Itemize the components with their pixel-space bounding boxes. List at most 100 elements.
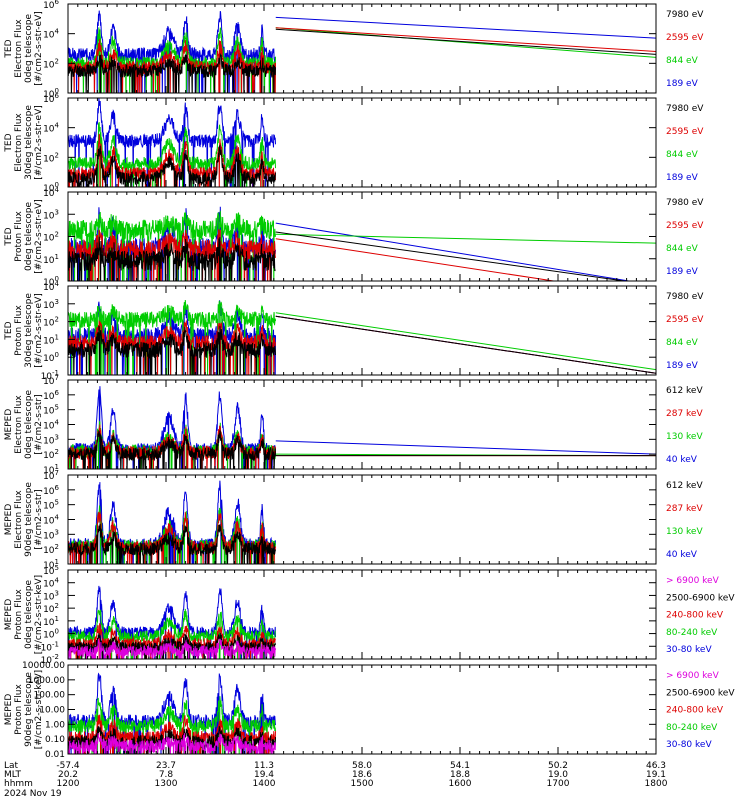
y-axis-label-line: [#/cm2-s-str-keV] (34, 575, 44, 654)
footer-mlt-value: 20.2 (58, 770, 78, 780)
y-tick-label: 101 (43, 333, 59, 346)
legend-entry: 189 eV (666, 361, 699, 371)
series-extension-2595-ev (275, 238, 557, 281)
footer-mlt-value: 19.1 (646, 770, 666, 780)
footer-hhmm-value: 1800 (645, 779, 668, 789)
series-line-2500-6900-kev (68, 632, 276, 659)
series-line-30-80-kev (68, 672, 276, 754)
series-extension-7980-ev (275, 315, 656, 374)
series-line-7980-ev (68, 52, 276, 93)
footer-mlt-value: 19.4 (254, 770, 274, 780)
series-line-40-kev (68, 386, 276, 469)
y-axis-label-line: 0deg telescope (24, 202, 34, 272)
y-tick-label: 104 (43, 419, 59, 432)
y-axis-label-line: 90deg telescope (24, 482, 34, 557)
y-tick-label: 101 (43, 615, 59, 628)
y-tick-label: 102 (43, 57, 59, 70)
legend-entry: 287 keV (666, 409, 703, 419)
footer-lat-value: 50.2 (548, 761, 568, 771)
y-tick-label: 102 (43, 151, 59, 164)
legend-entry: 7980 eV (666, 198, 704, 208)
y-axis-label-line: TED (4, 227, 14, 246)
footer-lat-value: 54.1 (450, 761, 470, 771)
y-tick-label: 102 (43, 316, 59, 329)
legend-entry: 189 eV (666, 79, 699, 89)
legend-entry: 844 eV (666, 150, 699, 160)
y-axis-label-line: Electron Flux (14, 395, 24, 454)
legend-entry: 7980 eV (666, 292, 704, 302)
series-line-7980-ev (68, 144, 276, 187)
series-extension-7980-ev (275, 231, 628, 281)
series-extension-40-kev (275, 440, 656, 455)
y-tick-label: 105 (43, 404, 59, 417)
y-axis-label-line: TED (4, 321, 14, 340)
y-tick-label: 100 (43, 351, 59, 364)
footer-hhmm-value: 1300 (155, 779, 178, 789)
series-line-844-ev (68, 210, 276, 281)
y-tick-label: 10000.00 (22, 661, 65, 671)
legend-entry: 40 keV (666, 550, 698, 560)
y-axis-label-line: Proton Flux (14, 211, 24, 262)
y-tick-label: 104 (43, 122, 59, 135)
y-tick-label: 106 (43, 389, 59, 402)
y-axis-label-line: [#/cm2-s-str] (34, 394, 44, 454)
legend-entry: 189 eV (666, 173, 699, 183)
y-axis-label-line: MEPED (4, 694, 14, 726)
legend-entry: 2595 eV (666, 315, 704, 325)
y-tick-label: 102 (43, 602, 59, 615)
y-axis-label: TED Electron Flux 0deg telescope [#/cm2-s-s… (4, 11, 44, 86)
y-axis-label-line: [#/cm2-s-str-keV] (34, 670, 44, 749)
series-line-612-kev (68, 430, 276, 469)
legend-entry: 189 eV (666, 267, 699, 277)
legend-entry: > 6900 keV (666, 576, 720, 586)
series-extension-2595-ev (275, 27, 656, 52)
footer-lat-value: 58.0 (352, 761, 372, 771)
legend-entry: 30-80 keV (666, 645, 712, 655)
legend-entry: 7980 eV (666, 10, 704, 20)
y-axis-label-line: 30deg telescope (24, 293, 34, 368)
footer-hhmm-value: 1400 (253, 779, 276, 789)
y-tick-label: 104 (43, 28, 59, 41)
y-tick-label: 106 (43, 0, 59, 11)
y-axis-label-line: 0deg telescope (24, 580, 34, 650)
panel-data (68, 480, 276, 564)
y-tick-label: 104 (43, 577, 59, 590)
series-extension-189-ev (275, 16, 656, 39)
legend-entry: 240-800 keV (666, 706, 724, 716)
y-axis-label-line: MEPED (4, 409, 14, 441)
footer-axis: LatMLThhmm-57.420.2120023.77.8130011.319… (4, 761, 668, 799)
series-extension-844-ev (275, 27, 656, 58)
footer-date: 2024 Nov 19 (4, 789, 62, 799)
series-line-189-ev (68, 10, 276, 93)
y-axis-label-line: Electron Flux (14, 19, 24, 78)
y-axis-label-line: Electron Flux (14, 490, 24, 549)
panel-data (68, 206, 656, 281)
footer-hhmm-value: 1500 (351, 779, 374, 789)
y-axis-label-line: MEPED (4, 599, 14, 631)
y-axis-label-line: 0deg telescope (24, 390, 34, 460)
footer-lat-value: 11.3 (254, 761, 274, 771)
legend-entry: 2595 eV (666, 221, 704, 231)
legend-entry: 40 keV (666, 455, 698, 465)
y-axis-label-line: [#/cm2-s-str-eV] (34, 11, 44, 86)
y-tick-label: 102 (43, 448, 59, 461)
footer-row-label: MLT (4, 770, 22, 780)
legend-entry: 240-800 keV (666, 611, 724, 621)
y-axis-label-line: Electron Flux (14, 113, 24, 172)
y-axis-label-line: [#/cm2-s-str-eV] (34, 105, 44, 180)
series-line-7980-ev (68, 325, 276, 375)
y-tick-label: 103 (43, 589, 59, 602)
y-axis-label: TED Electron Flux 30deg telescope [#/cm2-s-… (4, 105, 44, 180)
y-axis-label-line: 30deg telescope (24, 105, 34, 180)
footer-mlt-value: 18.6 (352, 770, 372, 780)
legend-entry: 130 keV (666, 432, 703, 442)
y-tick-label: 104 (43, 514, 59, 527)
legend-entry: 2595 eV (666, 127, 704, 137)
footer-hhmm-value: 1600 (449, 779, 472, 789)
series-line-612-kev (68, 523, 276, 564)
series-line--6900-kev (68, 638, 276, 659)
